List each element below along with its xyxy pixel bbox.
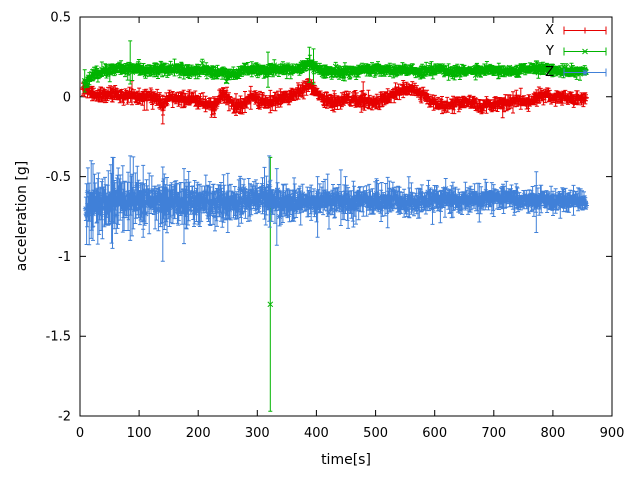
- axis-ticks: [79, 16, 613, 417]
- legend-sample-x: [563, 26, 607, 35]
- y-tick-label: -1: [58, 250, 71, 265]
- x-tick-label: 100: [127, 426, 152, 441]
- legend-label: X: [545, 23, 554, 38]
- y-axis-label: acceleration [g]: [14, 160, 30, 272]
- y-tick-label: 0.5: [50, 11, 71, 26]
- legend-label: Z: [545, 65, 554, 80]
- x-tick-label: 0: [76, 426, 84, 441]
- x-tick-label: 400: [304, 426, 329, 441]
- legend-sample-y: [563, 47, 607, 56]
- plot-border: [79, 16, 613, 417]
- x-tick-label: 300: [245, 426, 270, 441]
- series-x-markers: [80, 78, 589, 114]
- y-tick-label: -1.5: [46, 330, 71, 345]
- x-tick-label: 800: [540, 426, 565, 441]
- legend-sample-z: [563, 68, 607, 77]
- legend-entry-y: Y: [494, 41, 608, 62]
- x-tick-label: 500: [363, 426, 388, 441]
- legend-entry-x: X: [494, 20, 608, 41]
- y-tick-label: -2: [58, 410, 71, 425]
- x-tick-label: 900: [600, 426, 625, 441]
- x-tick-label: 200: [186, 426, 211, 441]
- data-layer: [80, 40, 589, 412]
- y-tick-label: 0: [63, 90, 71, 105]
- legend-entry-z: Z: [494, 62, 608, 83]
- x-tick-label: 600: [422, 426, 447, 441]
- x-axis-label: time[s]: [321, 452, 371, 468]
- y-tick-label: -0.5: [46, 170, 71, 185]
- series-y-markers: [81, 59, 589, 308]
- legend-label: Y: [546, 44, 554, 59]
- series-z-markers: [82, 182, 589, 220]
- x-tick-label: 700: [481, 426, 506, 441]
